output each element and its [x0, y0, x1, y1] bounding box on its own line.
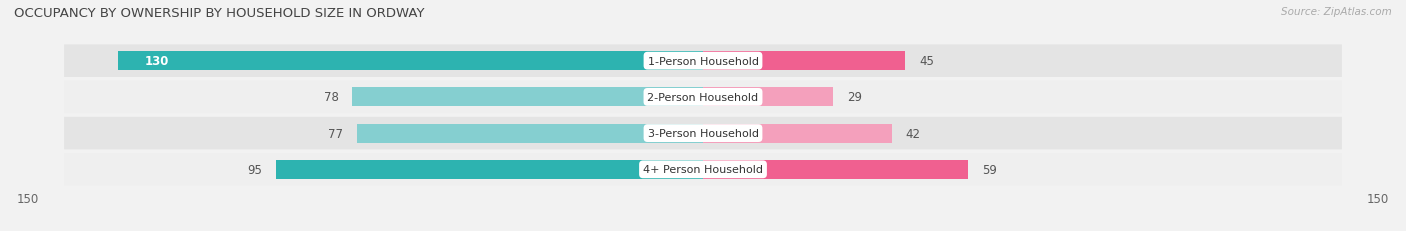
FancyBboxPatch shape — [65, 45, 1341, 78]
Bar — [703, 88, 834, 107]
Text: 78: 78 — [323, 91, 339, 104]
Text: 1-Person Household: 1-Person Household — [648, 56, 758, 66]
Text: 2-Person Household: 2-Person Household — [647, 92, 759, 103]
Bar — [118, 52, 703, 71]
Bar — [357, 124, 703, 143]
FancyBboxPatch shape — [65, 117, 1341, 150]
Bar — [703, 124, 891, 143]
FancyBboxPatch shape — [65, 81, 1341, 114]
Text: 4+ Person Household: 4+ Person Household — [643, 165, 763, 175]
Bar — [276, 160, 703, 179]
Text: 95: 95 — [247, 163, 262, 176]
Text: 29: 29 — [846, 91, 862, 104]
Bar — [703, 160, 969, 179]
FancyBboxPatch shape — [65, 153, 1341, 186]
Bar — [352, 88, 703, 107]
Text: 45: 45 — [920, 55, 934, 68]
Text: 3-Person Household: 3-Person Household — [648, 128, 758, 139]
Text: 77: 77 — [328, 127, 343, 140]
Text: OCCUPANCY BY OWNERSHIP BY HOUSEHOLD SIZE IN ORDWAY: OCCUPANCY BY OWNERSHIP BY HOUSEHOLD SIZE… — [14, 7, 425, 20]
Text: 42: 42 — [905, 127, 921, 140]
Bar — [703, 52, 905, 71]
Text: 59: 59 — [981, 163, 997, 176]
Text: Source: ZipAtlas.com: Source: ZipAtlas.com — [1281, 7, 1392, 17]
Text: 130: 130 — [145, 55, 170, 68]
